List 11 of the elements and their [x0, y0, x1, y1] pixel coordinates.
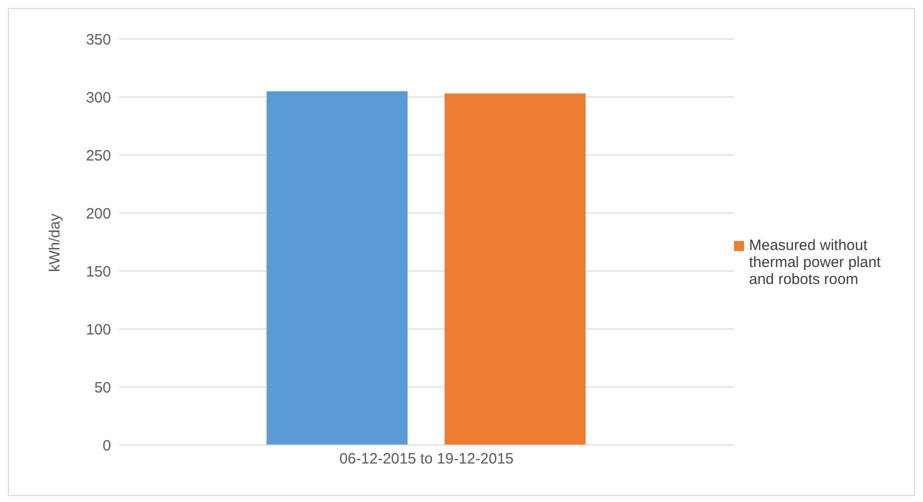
- y-tick-label: 100: [86, 321, 111, 338]
- legend-label: Measured without thermal power plant and robots room: [749, 236, 882, 288]
- y-tick-label: 300: [86, 89, 111, 106]
- y-tick-label: 250: [86, 147, 111, 164]
- y-tick-label: 200: [86, 205, 111, 222]
- x-tick-label: 06-12-2015 to 19-12-2015: [339, 450, 514, 468]
- y-axis-title: kWh/day: [46, 213, 64, 272]
- y-tick-label: 50: [94, 379, 111, 396]
- y-tick-label: 150: [86, 263, 111, 280]
- y-tick-label: 350: [86, 31, 111, 48]
- y-tick-label: 0: [102, 437, 111, 454]
